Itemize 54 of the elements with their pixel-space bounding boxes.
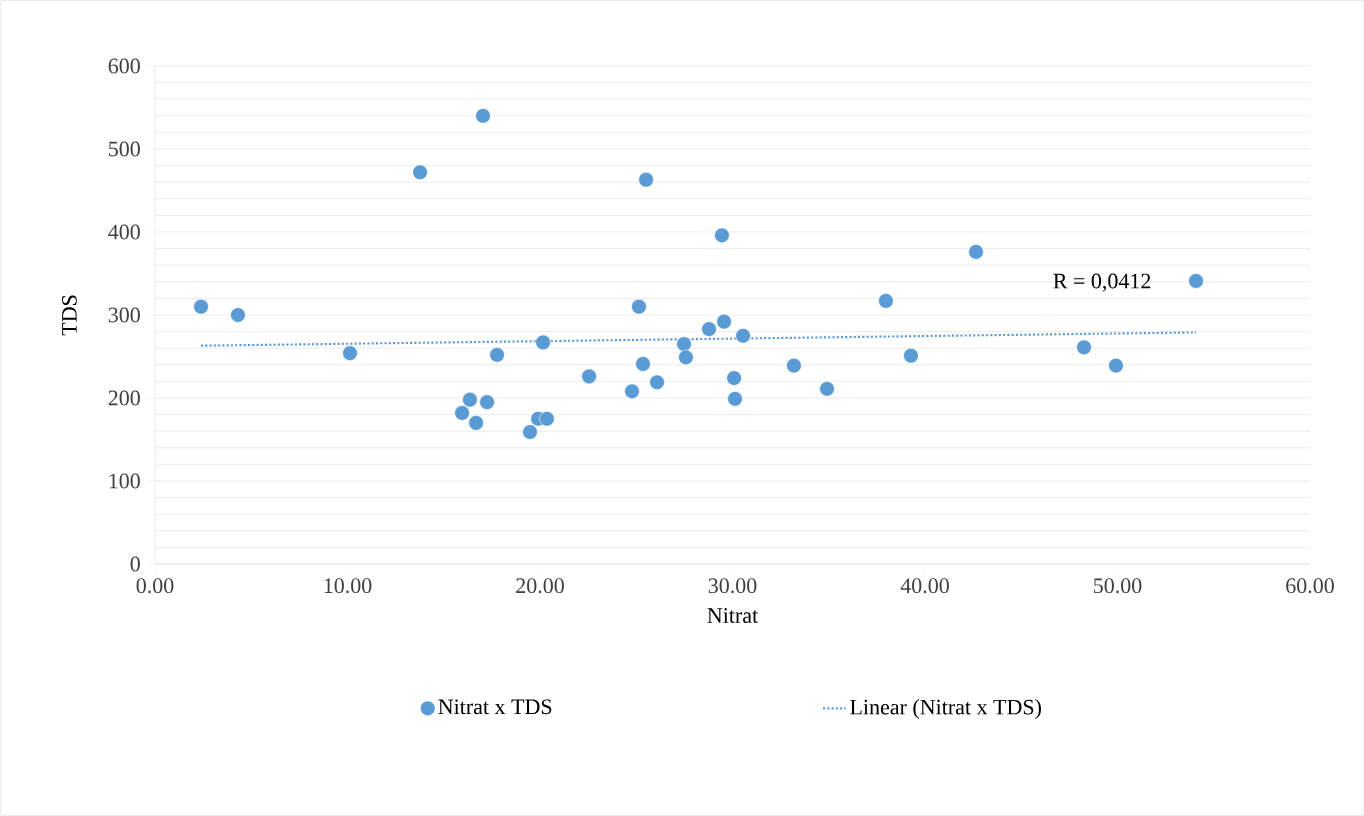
point bbox=[454, 405, 470, 421]
point bbox=[676, 336, 692, 352]
point bbox=[522, 424, 538, 440]
x-tick-label: 50.00 bbox=[1094, 578, 1142, 594]
point bbox=[475, 108, 491, 124]
point bbox=[581, 368, 597, 385]
y-axis-title: TDS bbox=[62, 295, 77, 336]
x-tick-label: 40.00 bbox=[900, 578, 949, 594]
point bbox=[635, 356, 651, 372]
point bbox=[1108, 358, 1124, 374]
y-tick-label: 100 bbox=[109, 473, 140, 489]
y-tick-label: 600 bbox=[108, 58, 140, 74]
x-tick-label: 30.00 bbox=[708, 578, 757, 594]
y-tick-label: 300 bbox=[108, 307, 140, 323]
y-tick-label: 200 bbox=[108, 390, 140, 406]
point bbox=[701, 321, 717, 337]
point bbox=[678, 349, 694, 365]
point bbox=[412, 164, 428, 180]
point bbox=[535, 334, 551, 350]
point bbox=[786, 358, 802, 374]
y-tick-label: 0 bbox=[130, 556, 140, 572]
point bbox=[649, 374, 665, 390]
x-tick-label: 60.00 bbox=[1286, 578, 1334, 594]
point bbox=[479, 394, 495, 410]
point bbox=[714, 227, 730, 243]
legend-label: Nitrat x TDS bbox=[438, 699, 552, 715]
point bbox=[342, 345, 358, 361]
point bbox=[735, 328, 751, 344]
x-tick-label: 10.00 bbox=[324, 578, 372, 594]
point bbox=[631, 299, 647, 315]
point bbox=[903, 348, 919, 364]
point bbox=[878, 293, 894, 309]
legend-label: Linear (Nitrat x TDS) bbox=[850, 699, 1041, 720]
point bbox=[462, 392, 478, 408]
point bbox=[468, 415, 484, 431]
point bbox=[193, 299, 209, 315]
point bbox=[1076, 339, 1092, 355]
x-axis-title: Nitrat bbox=[707, 608, 759, 623]
point bbox=[727, 391, 743, 407]
point bbox=[716, 314, 732, 330]
point bbox=[230, 307, 246, 323]
point bbox=[968, 244, 984, 260]
annotation: R = 0,0412 bbox=[1053, 273, 1151, 292]
point bbox=[819, 381, 835, 397]
y-tick-label: 500 bbox=[109, 141, 140, 157]
x-tick-label: 0.00 bbox=[136, 578, 174, 594]
point bbox=[1188, 273, 1204, 289]
point bbox=[726, 370, 742, 386]
point bbox=[539, 411, 555, 427]
point bbox=[624, 383, 640, 399]
x-tick-label: 20.00 bbox=[516, 578, 564, 594]
point bbox=[489, 347, 505, 363]
point bbox=[638, 172, 654, 188]
y-tick-label: 400 bbox=[108, 224, 140, 240]
